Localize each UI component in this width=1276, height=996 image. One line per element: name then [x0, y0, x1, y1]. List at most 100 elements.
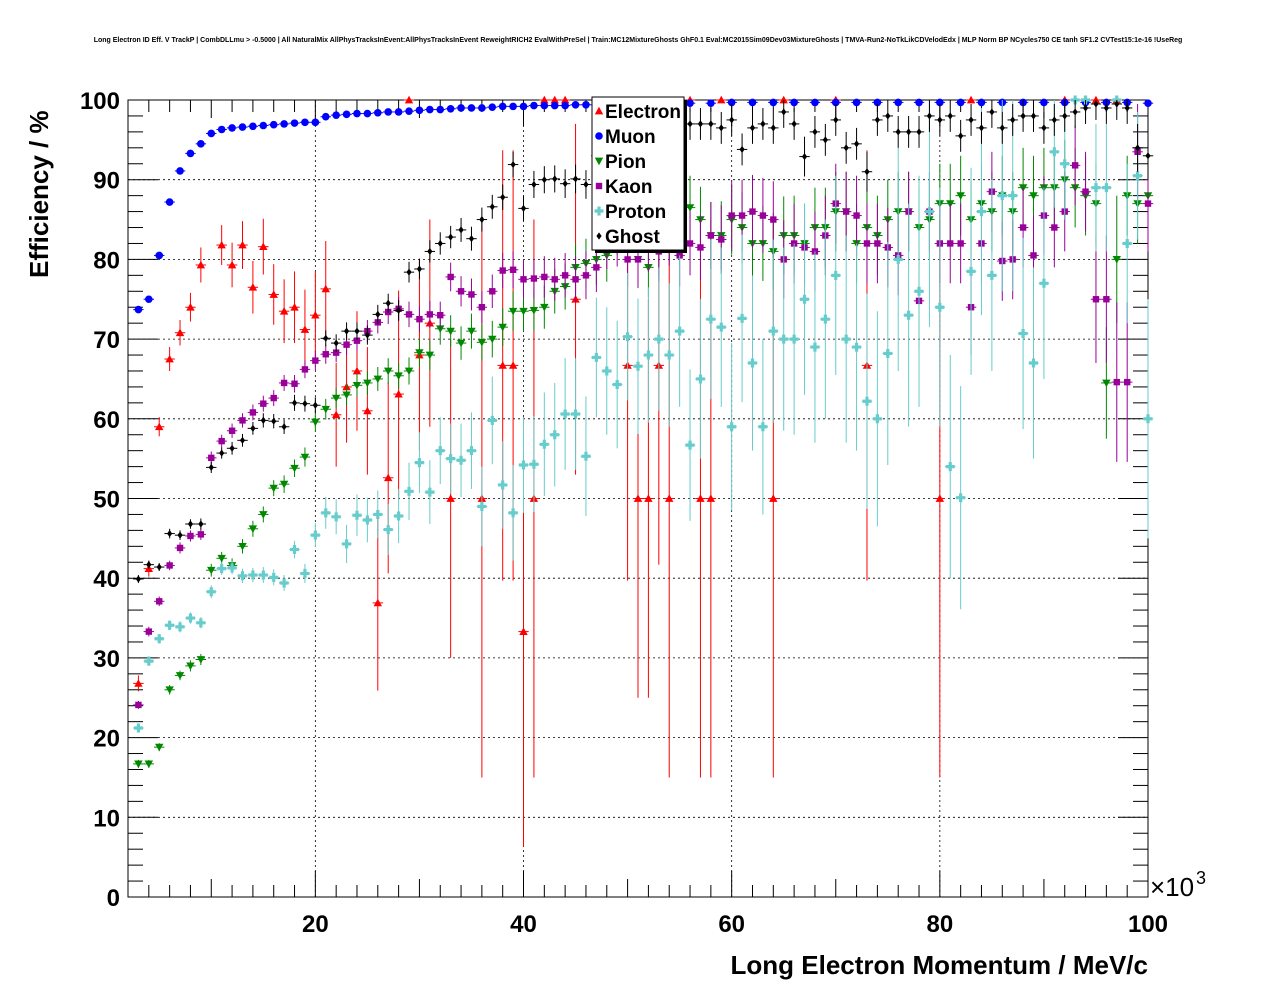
- muon-point: [311, 118, 320, 127]
- proton-point: [175, 622, 185, 632]
- proton-point: [820, 314, 830, 324]
- muon-point: [280, 120, 288, 128]
- proton-point: [841, 334, 851, 344]
- muon-point: [342, 110, 351, 119]
- ghost-point: [572, 175, 579, 183]
- muon-point: [727, 98, 736, 107]
- proton-point: [394, 511, 404, 521]
- ghost-point: [135, 575, 142, 583]
- kaon-point: [790, 240, 798, 247]
- proton-point: [685, 440, 695, 450]
- ghost-point: [833, 116, 839, 124]
- ghost-point: [958, 132, 964, 140]
- proton-point: [893, 254, 903, 264]
- muon-point: [488, 103, 497, 111]
- proton-point: [248, 570, 258, 580]
- pion-point: [207, 566, 216, 575]
- muon-point: [894, 98, 903, 107]
- ghost-point: [167, 529, 173, 538]
- electron-point: [155, 422, 164, 431]
- electron-point: [227, 260, 237, 269]
- muon-point: [426, 105, 434, 114]
- pion-point: [540, 303, 549, 312]
- electron-point: [321, 284, 330, 293]
- pion-point: [373, 375, 382, 384]
- electron-point: [196, 260, 206, 269]
- electron-point: [540, 95, 549, 104]
- proton-point: [342, 539, 352, 549]
- kaon-point: [520, 276, 527, 283]
- ghost-point: [468, 235, 475, 243]
- electron-point: [175, 328, 185, 337]
- kaon-point: [1051, 224, 1058, 231]
- electron-point: [269, 290, 278, 298]
- ghost-point: [271, 417, 277, 425]
- kaon-point: [291, 380, 298, 387]
- proton-point: [487, 415, 497, 425]
- proton-point: [352, 510, 362, 520]
- kaon-point: [624, 256, 631, 263]
- ghost-point: [375, 310, 381, 318]
- x-axis-title: Long Electron Momentum / MeV/c: [731, 950, 1148, 980]
- muon-point: [561, 101, 569, 110]
- muon-point: [467, 104, 476, 112]
- electron-point: [644, 494, 653, 502]
- muon-point: [373, 108, 382, 117]
- pion-point: [196, 656, 206, 664]
- proton-point: [425, 487, 435, 497]
- proton-point: [1101, 183, 1111, 193]
- muon-point: [155, 251, 164, 260]
- pion-point: [519, 307, 528, 316]
- kaon-point: [416, 315, 423, 323]
- kaon-point: [135, 701, 142, 709]
- kaon-point: [593, 264, 600, 271]
- proton-point: [269, 572, 279, 582]
- ghost-point: [364, 331, 370, 339]
- ghost-point: [291, 399, 298, 407]
- muon-point: [353, 109, 361, 118]
- proton-point: [196, 618, 206, 628]
- proton-point: [675, 326, 685, 336]
- electron-point: [779, 95, 788, 104]
- muon-point: [790, 98, 798, 107]
- ghost-point: [239, 436, 246, 444]
- proton-point: [581, 451, 591, 461]
- proton-point: [185, 613, 195, 623]
- kaon-point: [447, 273, 454, 281]
- proton-point: [539, 439, 549, 449]
- kaon-point: [249, 409, 257, 416]
- proton-point: [935, 302, 945, 312]
- ghost-point: [978, 124, 985, 132]
- electron-point: [259, 242, 268, 251]
- ghost-point: [843, 144, 849, 152]
- series-proton: [133, 95, 1154, 733]
- proton-point: [602, 366, 612, 376]
- pion-point: [311, 418, 320, 427]
- ghost-point: [260, 416, 266, 424]
- pion-point: [352, 381, 362, 390]
- ghost-point: [801, 152, 808, 161]
- proton-point: [466, 446, 476, 456]
- proton-point: [154, 634, 164, 644]
- proton-point: [571, 409, 581, 419]
- kaon-point: [728, 212, 735, 219]
- ghost-point: [229, 444, 235, 452]
- proton-point: [768, 326, 778, 336]
- electron-point: [404, 95, 414, 104]
- pion-point: [404, 367, 414, 376]
- legend-label-kaon: Kaon: [605, 177, 653, 198]
- ghost-point: [1082, 104, 1089, 112]
- ghost-point: [1041, 124, 1047, 132]
- proton-point: [560, 409, 570, 419]
- electron-point: [384, 473, 393, 482]
- kaon-point: [842, 208, 850, 215]
- ghost-point: [1010, 116, 1016, 124]
- electron-point: [165, 354, 174, 363]
- kaon-point: [874, 240, 881, 247]
- ghost-point: [708, 120, 714, 128]
- pion-point: [238, 542, 247, 551]
- proton-point: [144, 656, 154, 666]
- proton-point: [904, 310, 914, 320]
- proton-point: [227, 563, 237, 573]
- ghost-point: [822, 136, 828, 144]
